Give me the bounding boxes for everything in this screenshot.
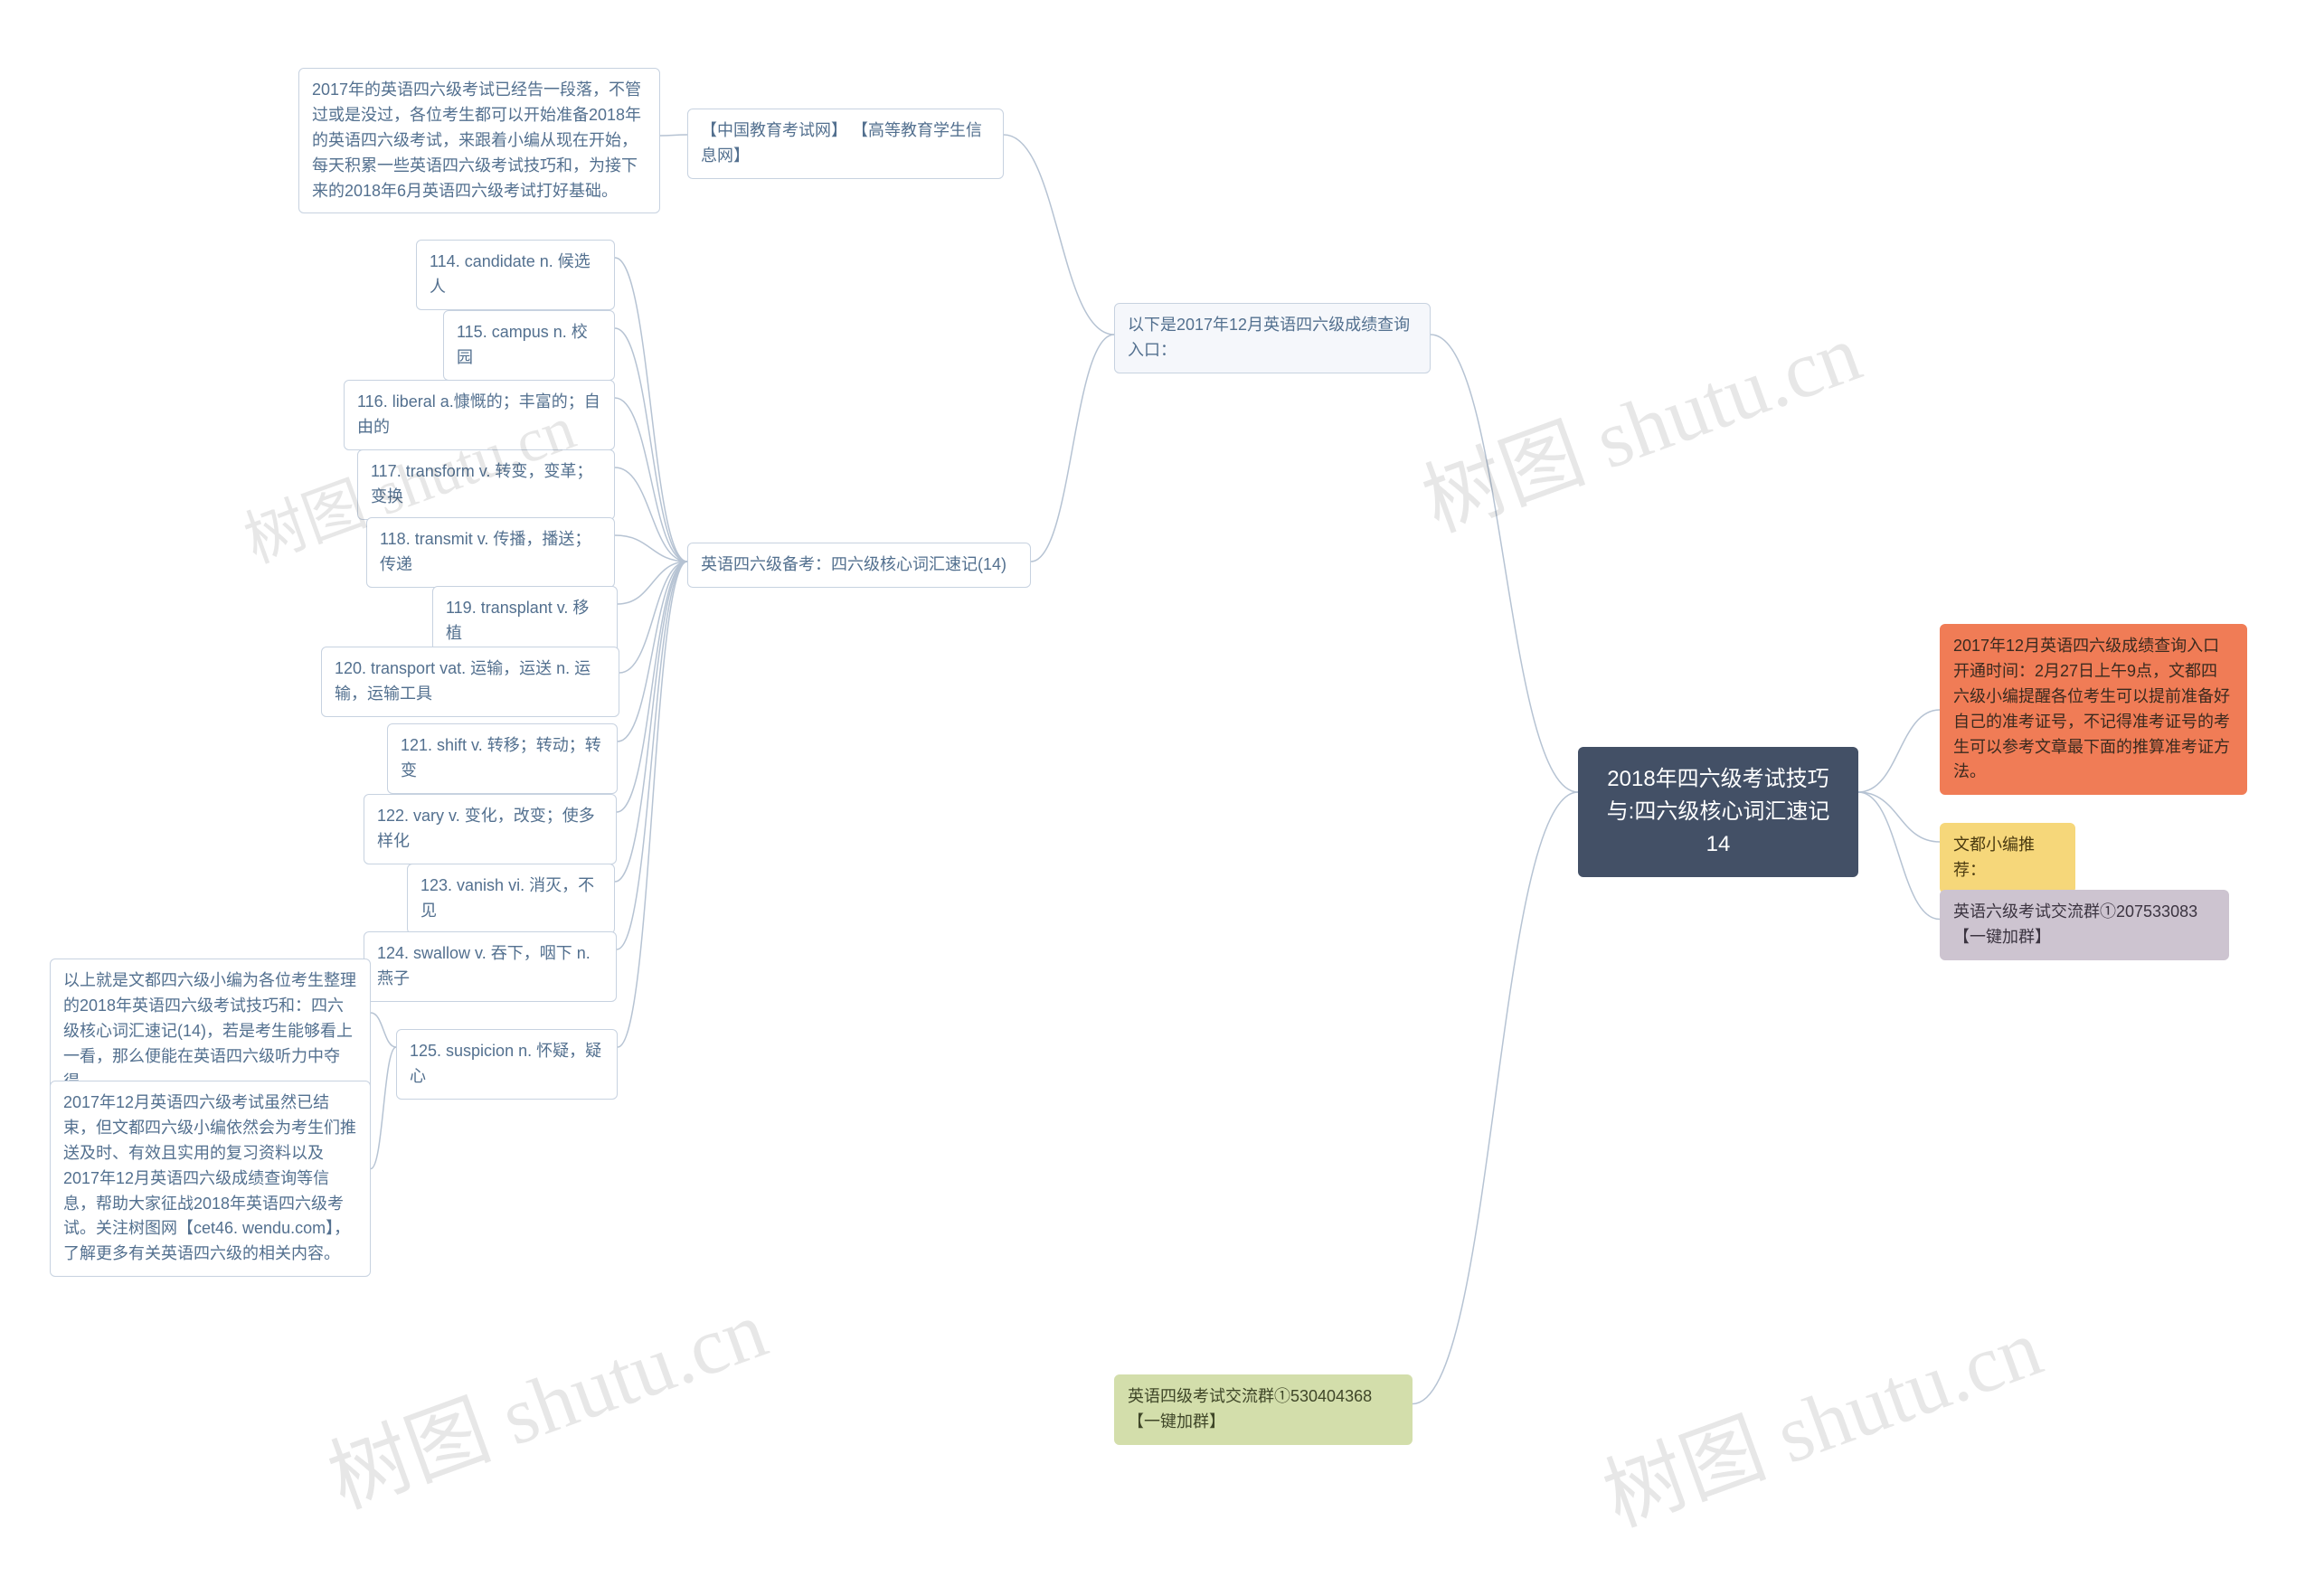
vocab-item-118-text: 118. transmit v. 传播，播送；传递 — [380, 530, 591, 573]
vocab-item-125-text: 125. suspicion n. 怀疑，疑心 — [410, 1042, 601, 1085]
left-node-cet4-group-text: 英语四级考试交流群①530404368【一键加群】 — [1128, 1387, 1372, 1431]
right-node-cet6-group[interactable]: 英语六级考试交流群①207533083【一键加群】 — [1940, 890, 2229, 960]
watermark: 树图 shutu.cn — [310, 1264, 780, 1531]
vocab-item-116: 116. liberal a.慷慨的；丰富的；自由的 — [344, 380, 615, 450]
left-node-vocab-title-text: 英语四六级备考：四六级核心词汇速记(14) — [701, 555, 1006, 573]
vocab-item-120: 120. transport vat. 运输，运送 n. 运输，运输工具 — [321, 647, 619, 717]
vocab-item-115: 115. campus n. 校园 — [443, 310, 615, 381]
vocab-item-114: 114. candidate n. 候选人 — [416, 240, 615, 310]
vocab-item-122: 122. vary v. 变化，改变；使多样化 — [364, 794, 617, 864]
right-node-info: 2017年12月英语四六级成绩查询入口开通时间：2月27日上午9点，文都四六级小… — [1940, 624, 2247, 795]
right-node-cet6-group-text: 英语六级考试交流群①207533083【一键加群】 — [1953, 902, 2197, 946]
vocab-item-117: 117. transform v. 转变，变革；变换 — [357, 449, 615, 520]
vocab-item-122-text: 122. vary v. 变化，改变；使多样化 — [377, 807, 595, 850]
left-node-score-entry: 以下是2017年12月英语四六级成绩查询入口： — [1114, 303, 1431, 373]
vocab-item-117-text: 117. transform v. 转变，变革；变换 — [371, 462, 592, 505]
right-node-recommend: 文都小编推荐： — [1940, 823, 2075, 893]
left-node-followup-text: 2017年12月英语四六级考试虽然已结束，但文都四六级小编依然会为考生们推送及时… — [63, 1093, 356, 1262]
vocab-item-119-text: 119. transplant v. 移植 — [446, 599, 589, 642]
left-node-summary-text: 以上就是文都四六级小编为各位考生整理的2018年英语四六级考试技巧和：四六级核心… — [63, 971, 356, 1091]
vocab-item-115-text: 115. campus n. 校园 — [457, 323, 588, 366]
left-node-exam-sites-text: 【中国教育考试网】 【高等教育学生信息网】 — [701, 121, 982, 165]
left-node-intro-paragraph: 2017年的英语四六级考试已经告一段落，不管过或是没过，各位考生都可以开始准备2… — [298, 68, 660, 213]
vocab-item-121: 121. shift v. 转移；转动；转变 — [387, 723, 618, 794]
vocab-item-123: 123. vanish vi. 消灭，不见 — [407, 864, 615, 934]
watermark: 树图 shutu.cn — [1585, 1282, 2055, 1549]
root-node: 2018年四六级考试技巧与:四六级核心词汇速记14 — [1578, 747, 1858, 877]
left-node-exam-sites[interactable]: 【中国教育考试网】 【高等教育学生信息网】 — [687, 109, 1004, 179]
left-node-intro-paragraph-text: 2017年的英语四六级考试已经告一段落，不管过或是没过，各位考生都可以开始准备2… — [312, 80, 641, 200]
vocab-item-120-text: 120. transport vat. 运输，运送 n. 运输，运输工具 — [335, 659, 591, 703]
watermark: 树图 shutu.cn — [1404, 288, 1874, 554]
vocab-item-123-text: 123. vanish vi. 消灭，不见 — [420, 876, 594, 920]
vocab-item-125: 125. suspicion n. 怀疑，疑心 — [396, 1029, 618, 1100]
vocab-item-124: 124. swallow v. 吞下，咽下 n. 燕子 — [364, 931, 617, 1002]
right-node-info-text: 2017年12月英语四六级成绩查询入口开通时间：2月27日上午9点，文都四六级小… — [1953, 637, 2230, 780]
vocab-item-114-text: 114. candidate n. 候选人 — [430, 252, 591, 296]
root-label: 2018年四六级考试技巧与:四六级核心词汇速记14 — [1607, 767, 1830, 856]
vocab-item-121-text: 121. shift v. 转移；转动；转变 — [401, 736, 601, 779]
right-node-recommend-text: 文都小编推荐： — [1953, 836, 2035, 879]
left-node-cet4-group[interactable]: 英语四级考试交流群①530404368【一键加群】 — [1114, 1374, 1413, 1445]
vocab-item-116-text: 116. liberal a.慷慨的；丰富的；自由的 — [357, 392, 600, 436]
vocab-item-118: 118. transmit v. 传播，播送；传递 — [366, 517, 615, 588]
vocab-item-124-text: 124. swallow v. 吞下，咽下 n. 燕子 — [377, 944, 591, 987]
left-node-followup: 2017年12月英语四六级考试虽然已结束，但文都四六级小编依然会为考生们推送及时… — [50, 1081, 371, 1277]
left-node-score-entry-text: 以下是2017年12月英语四六级成绩查询入口： — [1128, 316, 1410, 359]
left-node-vocab-title: 英语四六级备考：四六级核心词汇速记(14) — [687, 543, 1031, 588]
connectors-layer — [0, 0, 2315, 1596]
